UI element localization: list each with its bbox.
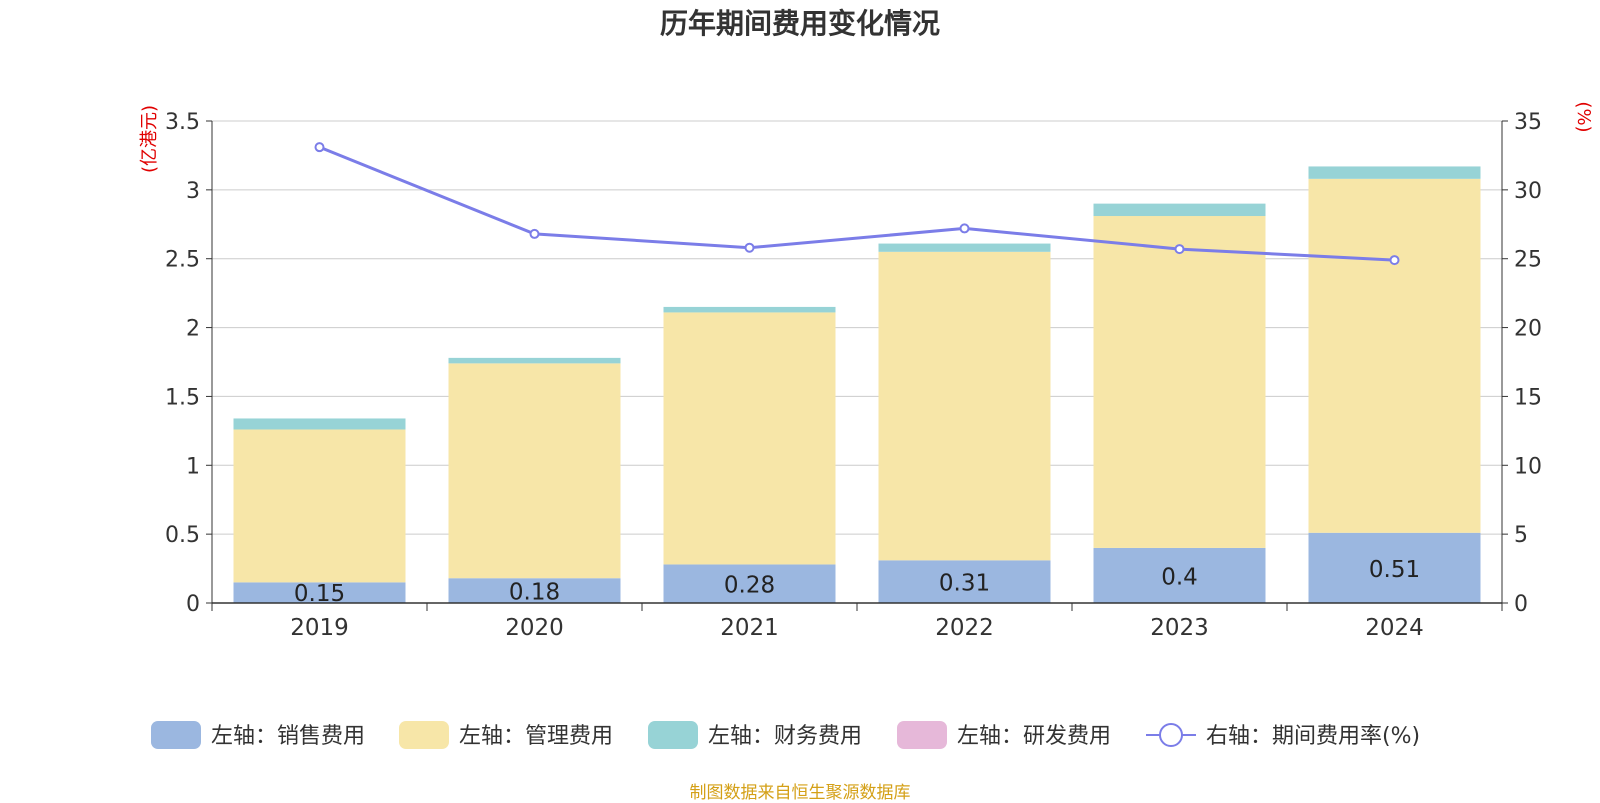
bar-segment — [663, 564, 836, 603]
x-axis-tick-label: 2021 — [720, 615, 779, 641]
x-axis-tick-label: 2023 — [1150, 615, 1209, 641]
x-axis-tick-label: 2024 — [1365, 615, 1424, 641]
x-axis-tick-label: 2019 — [290, 615, 349, 641]
right-axis-tick-label: 25 — [1514, 248, 1542, 273]
bar-segment — [878, 243, 1051, 252]
left-axis-tick-label: 1.5 — [165, 385, 200, 410]
x-axis-tick-label: 2022 — [935, 615, 994, 641]
bar-segment — [1308, 532, 1481, 603]
bar-segment — [1093, 216, 1266, 548]
rate-point — [1174, 244, 1185, 255]
legend-swatch — [399, 721, 449, 749]
bar-segment — [1308, 178, 1481, 533]
left-axis-tick-label: 1 — [186, 454, 200, 479]
bar-segment — [233, 582, 406, 603]
right-axis-tick-label: 15 — [1514, 385, 1542, 410]
bar-segment — [1093, 203, 1266, 217]
x-axis-tick-label: 2020 — [505, 615, 564, 641]
rate-point — [1389, 255, 1400, 266]
bar-segment — [663, 306, 836, 313]
legend-marker-icon — [1159, 723, 1183, 747]
bar-segment — [878, 251, 1051, 561]
legend-swatch — [897, 721, 947, 749]
legend-label: 左轴：管理费用 — [459, 724, 613, 749]
bar-segment — [448, 357, 621, 364]
bar-data-label: 0.18 — [509, 580, 560, 606]
right-axis-tick-label: 5 — [1514, 523, 1528, 548]
left-axis-tick-label: 3 — [186, 179, 200, 204]
bar-segment — [1308, 166, 1481, 179]
legend-swatch — [648, 721, 698, 749]
bar-segment — [448, 363, 621, 579]
legend-label: 左轴：财务费用 — [708, 724, 862, 749]
legend-swatch — [151, 721, 201, 749]
rate-point — [529, 228, 540, 239]
legend-label: 右轴：期间费用率(%) — [1206, 724, 1420, 749]
bar-segment — [233, 418, 406, 430]
rate-point — [959, 223, 970, 234]
rate-point — [744, 242, 755, 253]
legend-label: 左轴：研发费用 — [957, 724, 1111, 749]
bar-segment — [878, 560, 1051, 603]
right-axis-tick-label: 20 — [1514, 317, 1542, 342]
legend-label: 左轴：销售费用 — [211, 724, 365, 749]
right-axis-unit-label: (%) — [1573, 101, 1594, 132]
data-source-note: 制图数据来自恒生聚源数据库 — [689, 783, 911, 803]
left-axis-tick-label: 0.5 — [165, 523, 200, 548]
bar-data-label: 0.31 — [939, 571, 990, 597]
left-axis-tick-label: 2 — [186, 317, 200, 342]
bar-data-label: 0.51 — [1369, 557, 1420, 583]
bar-segment — [233, 429, 406, 583]
chart-title: 历年期间费用变化情况 — [659, 7, 940, 40]
bar-segment — [448, 578, 621, 603]
left-axis-tick-label: 3.5 — [165, 110, 200, 135]
right-axis-tick-label: 10 — [1514, 454, 1542, 479]
right-axis-tick-label: 0 — [1514, 592, 1528, 617]
left-axis-tick-label: 0 — [186, 592, 200, 617]
left-axis-unit-label: (亿港元) — [139, 105, 160, 173]
rate-line — [318, 145, 1395, 262]
bar-segment — [663, 312, 836, 565]
left-axis-tick-label: 2.5 — [165, 248, 200, 273]
right-axis-tick-label: 35 — [1514, 110, 1542, 135]
right-axis-tick-label: 30 — [1514, 179, 1542, 204]
bar-data-label: 0.4 — [1161, 564, 1198, 590]
rate-point — [314, 142, 325, 153]
bar-segment — [1093, 547, 1266, 603]
bar-data-label: 0.28 — [724, 573, 775, 599]
